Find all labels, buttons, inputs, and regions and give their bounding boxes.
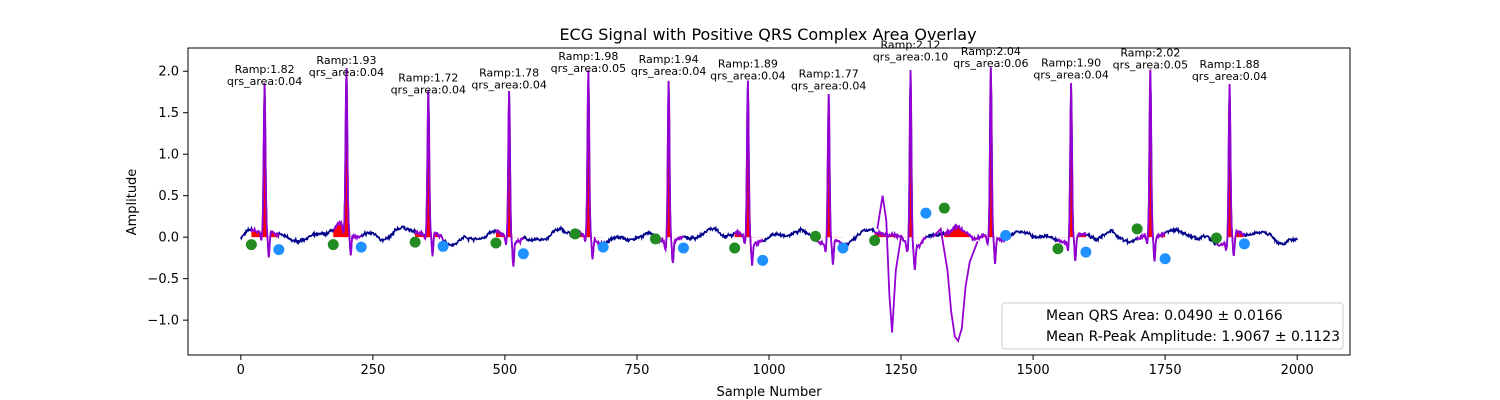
qrs-area-label-12: qrs_area:0.05 (1113, 59, 1188, 72)
qrs-area-label-3: qrs_area:0.04 (391, 83, 466, 96)
offset-marker-1 (273, 244, 285, 256)
ramp-label-11: Ramp:1.90 (1041, 57, 1101, 70)
peak-annotations: Ramp:1.82qrs_area:0.04Ramp:1.93qrs_area:… (227, 38, 1267, 96)
qrs-area-label-1: qrs_area:0.04 (227, 75, 302, 88)
x-tick-label-5: 1250 (884, 363, 917, 378)
onset-marker-4 (490, 237, 502, 249)
chart-title: ECG Signal with Positive QRS Complex Are… (559, 25, 976, 44)
qrs-segment-10 (943, 67, 1007, 264)
ramp-label-10: Ramp:2.04 (961, 45, 1021, 58)
qrs-area-label-6: qrs_area:0.04 (631, 65, 706, 78)
onset-marker-11 (1052, 243, 1064, 255)
qrs-segment-8 (815, 93, 844, 265)
qrs-area-label-10: qrs_area:0.06 (953, 57, 1028, 70)
legend-entry-qrs-area: Mean QRS Area: 0.0490 ± 0.0166 (1046, 308, 1283, 324)
x-tick-label-1: 250 (360, 363, 385, 378)
offset-marker-7 (757, 254, 769, 266)
onset-marker-5 (569, 228, 581, 240)
legend: Mean QRS Area: 0.0490 ± 0.0166 Mean R-Pe… (1001, 302, 1344, 350)
onset-marker-13 (1210, 232, 1222, 244)
ramp-label-7: Ramp:1.89 (718, 57, 778, 70)
ramp-label-13: Ramp:1.88 (1200, 58, 1260, 71)
offset-marker-6 (677, 242, 689, 254)
legend-entry-r-peak: Mean R-Peak Amplitude: 1.9067 ± 0.1123 (1046, 329, 1340, 345)
offset-marker-12 (1159, 253, 1171, 265)
qrs-area-label-11: qrs_area:0.04 (1033, 69, 1108, 82)
onset-marker-12 (1131, 223, 1143, 235)
x-tick-label-2: 500 (492, 363, 517, 378)
qrs-area-label-7: qrs_area:0.04 (710, 69, 785, 82)
qrs-area-label-5: qrs_area:0.05 (551, 62, 626, 75)
artifact-segment-1 (876, 195, 902, 333)
qrs-segment-3 (414, 90, 444, 257)
onset-marker-6 (649, 233, 661, 245)
y-tick-label-2: 0.0 (158, 231, 179, 246)
x-tick-label-4: 1000 (752, 363, 785, 378)
ramp-label-2: Ramp:1.93 (316, 54, 376, 67)
x-axis-label: Sample Number (716, 385, 822, 400)
y-tick-label-1: −0.5 (147, 272, 179, 287)
y-axis-label: Amplitude (125, 169, 140, 236)
ramp-label-3: Ramp:1.72 (398, 71, 458, 84)
qrs-segment-7 (734, 80, 764, 266)
y-tick-label-3: 0.5 (158, 189, 179, 204)
ramp-label-6: Ramp:1.94 (639, 53, 699, 66)
qrs-segment-12 (1136, 69, 1166, 262)
offset-marker-9 (920, 207, 932, 219)
qrs-area-label-2: qrs_area:0.04 (309, 66, 384, 79)
ramp-label-4: Ramp:1.78 (479, 66, 539, 79)
x-tick-label-8: 2000 (1281, 363, 1314, 378)
legend-box (1001, 302, 1344, 350)
x-tick-label-7: 1750 (1149, 363, 1182, 378)
qrs-segment-2 (332, 67, 362, 256)
offset-marker-13 (1238, 238, 1250, 250)
offset-marker-10 (1000, 230, 1012, 242)
qrs-segment-4 (495, 90, 525, 267)
plot-area (240, 67, 1298, 343)
qrs-area-label-13: qrs_area:0.04 (1192, 70, 1267, 83)
ramp-label-1: Ramp:1.82 (235, 63, 295, 76)
offset-marker-8 (837, 242, 849, 254)
y-tick-label-0: −1.0 (147, 314, 179, 329)
onset-marker-8 (809, 230, 821, 242)
onset-marker-9 (869, 234, 881, 246)
qrs-area-label-9: qrs_area:0.10 (873, 50, 948, 63)
onset-marker-1 (245, 239, 257, 251)
x-tick-label-3: 750 (625, 363, 650, 378)
ramp-label-9: Ramp:2.12 (881, 38, 941, 51)
artifact-segment-2 (932, 226, 979, 343)
y-tick-label-6: 2.0 (158, 65, 179, 80)
onset-marker-7 (729, 242, 741, 254)
qrs-segment-11 (1057, 82, 1087, 262)
qrs-segment-13 (1216, 84, 1246, 256)
onset-marker-3 (409, 236, 421, 248)
qrs-area-label-4: qrs_area:0.04 (471, 78, 546, 91)
qrs-segment-9 (873, 70, 927, 271)
y-tick-label-5: 1.5 (158, 106, 179, 121)
onset-marker-2 (327, 239, 339, 251)
offset-marker-4 (517, 248, 529, 260)
qrs-segment-1 (250, 83, 280, 258)
ramp-label-12: Ramp:2.02 (1120, 47, 1180, 60)
offset-marker-11 (1080, 246, 1092, 258)
x-tick-label-0: 0 (237, 363, 245, 378)
onset-marker-10 (938, 202, 950, 214)
offset-marker-5 (597, 241, 609, 253)
axes: 0 250 500 750 1000 1250 1500 1750 2000 −1.0 −0.5 0.… (147, 65, 1313, 378)
offset-marker-3 (437, 240, 449, 252)
qrs-area-label-8: qrs_area:0.04 (791, 79, 866, 92)
y-tick-label-4: 1.0 (158, 148, 179, 163)
offset-marker-2 (355, 241, 367, 253)
x-tick-label-6: 1500 (1017, 363, 1050, 378)
ramp-label-8: Ramp:1.77 (799, 67, 859, 80)
ramp-label-5: Ramp:1.98 (558, 50, 618, 63)
